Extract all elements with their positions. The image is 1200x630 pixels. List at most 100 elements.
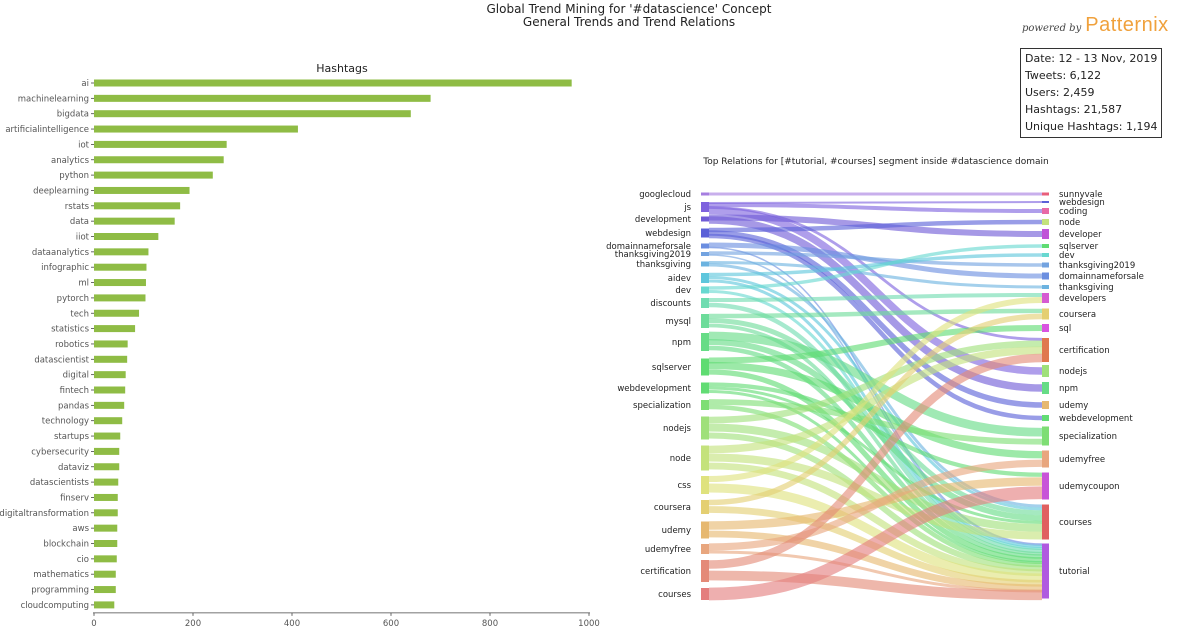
source-node-specialization bbox=[701, 400, 709, 410]
source-node-node bbox=[701, 445, 709, 471]
source-label-certification: certification bbox=[640, 567, 691, 577]
source-node-coursera bbox=[701, 500, 709, 514]
source-node-googlecloud bbox=[701, 192, 709, 196]
target-node-udemycoupon bbox=[1042, 472, 1049, 500]
bar-digitaltransformation bbox=[94, 509, 118, 517]
source-node-aidev bbox=[701, 273, 709, 283]
y-tick-label: python bbox=[59, 171, 89, 181]
target-node-nodejs bbox=[1042, 365, 1049, 377]
target-node-udemy bbox=[1042, 401, 1049, 409]
stat-unique-hashtags: Unique Hashtags: 1,194 bbox=[1025, 120, 1158, 133]
bar-bigdata bbox=[94, 110, 411, 118]
stat-users: Users: 2,459 bbox=[1025, 86, 1095, 99]
target-node-node bbox=[1042, 219, 1049, 225]
bar-aws bbox=[94, 524, 118, 532]
source-node-npm bbox=[701, 333, 709, 351]
bar-robotics bbox=[94, 340, 128, 348]
bar-datascientist bbox=[94, 355, 128, 363]
sankey-title: Top Relations for [#tutorial, #courses] … bbox=[702, 157, 1049, 167]
target-label-webdevelopment: webdevelopment bbox=[1059, 414, 1133, 424]
source-label-domainnameforsale: domainnameforsale bbox=[606, 242, 691, 252]
link-js-to-coding bbox=[708, 203, 1043, 213]
bar-finserv bbox=[94, 493, 118, 501]
bar-datascientists bbox=[94, 478, 119, 486]
source-node-domainnameforsale bbox=[701, 243, 709, 249]
source-node-css bbox=[701, 476, 709, 494]
source-label-node: node bbox=[670, 454, 691, 464]
bar-pytorch bbox=[94, 294, 146, 302]
bar-ml bbox=[94, 279, 146, 287]
bar-pandas bbox=[94, 401, 125, 409]
link-node-to-certification bbox=[708, 346, 1043, 454]
bar-machinelearning bbox=[94, 94, 431, 102]
bar-ai bbox=[94, 79, 572, 87]
source-label-googlecloud: googlecloud bbox=[639, 190, 691, 200]
y-tick-label: digitaltransformation bbox=[0, 509, 89, 519]
target-label-sunnyvale: sunnyvale bbox=[1059, 190, 1102, 200]
source-label-courses: courses bbox=[658, 590, 691, 600]
source-label-webdevelopment: webdevelopment bbox=[617, 384, 691, 394]
y-tick-label: aws bbox=[72, 524, 89, 534]
source-label-aidev: aidev bbox=[668, 274, 691, 284]
link-certification-to-tutorial bbox=[708, 570, 1043, 601]
y-tick-label: mathematics bbox=[33, 570, 89, 580]
target-label-dev: dev bbox=[1059, 251, 1075, 261]
link-certification-to-certification bbox=[708, 353, 1043, 569]
source-label-css: css bbox=[677, 481, 691, 491]
target-label-tutorial: tutorial bbox=[1059, 567, 1090, 577]
link-nodejs-to-certification bbox=[708, 340, 1043, 424]
figure-subtitle: General Trends and Trend Relations bbox=[522, 15, 736, 29]
source-node-sqlserver bbox=[701, 358, 709, 376]
source-label-discounts: discounts bbox=[650, 299, 691, 309]
source-label-mysql: mysql bbox=[666, 317, 692, 327]
source-label-nodejs: nodejs bbox=[663, 424, 692, 434]
y-tick-label: startups bbox=[54, 432, 90, 442]
source-node-courses bbox=[701, 588, 709, 600]
stat-tweets: Tweets: 6,122 bbox=[1025, 69, 1102, 82]
source-label-development: development bbox=[635, 215, 692, 225]
figure-title: Global Trend Mining for '#datascience' C… bbox=[486, 2, 772, 16]
source-label-npm: npm bbox=[672, 338, 691, 348]
bar-tech bbox=[94, 309, 140, 317]
target-node-coding bbox=[1042, 208, 1049, 214]
target-label-thanksgiving2019: thanksgiving2019 bbox=[1059, 261, 1135, 271]
y-tick-label: programming bbox=[31, 586, 89, 596]
target-node-sunnyvale bbox=[1042, 192, 1049, 196]
source-node-discounts bbox=[701, 298, 709, 308]
bar-cio bbox=[94, 555, 117, 563]
target-node-certification bbox=[1042, 338, 1049, 362]
y-tick-label: analytics bbox=[51, 156, 90, 166]
x-tick-label: 600 bbox=[383, 619, 399, 629]
target-label-npm: npm bbox=[1059, 384, 1078, 394]
link-discounts-to-developers bbox=[708, 293, 1043, 302]
target-node-dev bbox=[1042, 253, 1049, 257]
bar-blockchain bbox=[94, 540, 118, 547]
source-label-thanksgiving: thanksgiving bbox=[636, 260, 691, 270]
hashtag-bar-chart: ai machinelearning bigdata artificialintell… bbox=[0, 79, 600, 629]
link-thanksgiving-to-thanksgiving bbox=[708, 261, 1043, 289]
link-node-to-courses bbox=[708, 453, 1043, 540]
stat-date: Date: 12 - 13 Nov, 2019 bbox=[1025, 52, 1158, 65]
target-label-developer: developer bbox=[1059, 230, 1102, 240]
target-node-domainnameforsale bbox=[1042, 272, 1049, 280]
source-node-certification bbox=[701, 560, 709, 582]
bar-rstats bbox=[94, 202, 181, 210]
stats-box: Date: 12 - 13 Nov, 2019 Tweets: 6,122 Us… bbox=[1020, 48, 1163, 138]
source-label-udemy: udemy bbox=[662, 526, 691, 536]
y-tick-label: datascientist bbox=[34, 355, 89, 365]
bar-chart-title: Hashtags bbox=[316, 62, 368, 75]
target-label-developers: developers bbox=[1059, 294, 1107, 304]
target-label-coding: coding bbox=[1059, 207, 1087, 217]
bar-cloudcomputing bbox=[94, 601, 115, 609]
link-coursera-to-coursera bbox=[708, 313, 1043, 506]
target-label-webdesign: webdesign bbox=[1059, 198, 1105, 208]
target-label-udemy: udemy bbox=[1059, 401, 1088, 411]
y-tick-label: cloudcomputing bbox=[21, 601, 89, 611]
target-label-specialization: specialization bbox=[1059, 432, 1117, 442]
target-node-developers bbox=[1042, 293, 1049, 303]
bar-programming bbox=[94, 586, 116, 594]
x-tick-label: 1000 bbox=[578, 619, 600, 629]
relations-sankey: googlecloud js development webdesign domainn… bbox=[606, 190, 1144, 601]
y-tick-label: digital bbox=[63, 371, 89, 381]
brand-name: Patternix bbox=[1085, 14, 1169, 36]
